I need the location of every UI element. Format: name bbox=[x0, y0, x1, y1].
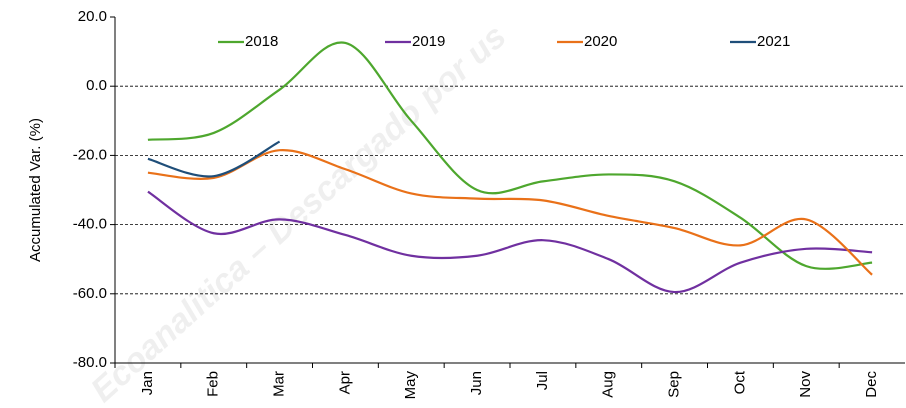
y-tick-label: 0.0 bbox=[86, 77, 107, 94]
series-line bbox=[147, 140, 281, 178]
y-tick-label: -80.0 bbox=[73, 354, 107, 371]
x-tick-label: Feb bbox=[205, 371, 222, 397]
x-tick-label: Aug bbox=[600, 371, 617, 398]
y-tick-label: -20.0 bbox=[73, 146, 107, 163]
legend-label: 2019 bbox=[412, 33, 445, 50]
x-tick-label: Jan bbox=[139, 371, 156, 395]
x-tick-label: Dec bbox=[863, 371, 880, 398]
y-tick-label: -60.0 bbox=[73, 285, 107, 302]
watermark: Ecoanalitica – Descargado por us bbox=[84, 17, 514, 408]
series-line bbox=[147, 41, 873, 270]
y-axis-label: Accumulated Var. (%) bbox=[27, 118, 44, 262]
legend-label: 2021 bbox=[757, 33, 790, 50]
x-tick-label: Jun bbox=[468, 371, 485, 395]
series-line bbox=[147, 190, 873, 294]
legend-label: 2020 bbox=[584, 33, 617, 50]
y-tick-label: -40.0 bbox=[73, 216, 107, 233]
x-tick-label: Nov bbox=[797, 371, 814, 398]
x-tick-label: Oct bbox=[731, 370, 748, 394]
x-tick-label: May bbox=[402, 371, 419, 400]
legend-label: 2018 bbox=[245, 33, 278, 50]
x-tick-label: Apr bbox=[336, 371, 353, 394]
x-tick-label: Sep bbox=[666, 371, 683, 398]
x-tick-label: Mar bbox=[271, 371, 288, 397]
y-tick-label: 20.0 bbox=[78, 8, 107, 25]
x-tick-label: Jul bbox=[534, 371, 551, 390]
series-line bbox=[147, 149, 873, 276]
